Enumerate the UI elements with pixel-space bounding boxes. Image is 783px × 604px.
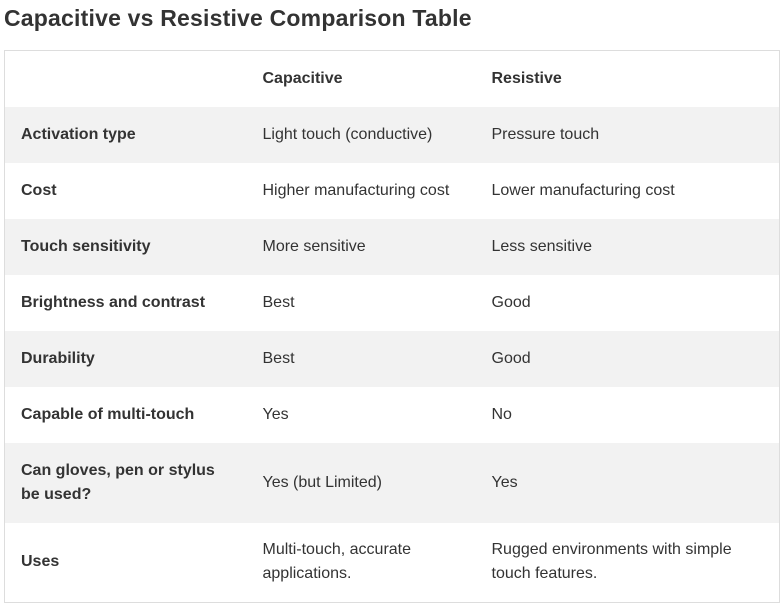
table-row: Durability Best Good <box>4 330 780 387</box>
row-label: Touch sensitivity <box>21 237 151 255</box>
table-cell: Lower manufacturing cost <box>491 181 675 199</box>
table-row: Cost Higher manufacturing cost Lower manuf… <box>5 163 780 219</box>
table-row: Activation type Light touch (conductive) P… <box>4 106 780 163</box>
row-label: Uses <box>21 553 60 571</box>
table-cell: Best <box>262 293 295 311</box>
table-cell: Light touch (conductive) <box>262 125 433 143</box>
row-label: Activation type <box>21 125 136 143</box>
row-label: Cost <box>21 181 57 199</box>
table-cell: Less sensitive <box>491 237 593 255</box>
row-label: Durability <box>21 349 95 367</box>
table-row: Capable of multi-touch Yes No <box>5 387 780 443</box>
table-cell: Yes (but Limited) <box>262 473 382 491</box>
table-cell: No <box>491 405 512 423</box>
row-label: Can gloves, pen or stylus be used? <box>21 461 215 503</box>
page-title: Capacitive vs Resistive Comparison Table <box>4 5 472 31</box>
header-row: Capacitive Resistive <box>5 51 780 107</box>
table-row: Brightness and contrast Best Good <box>5 275 780 331</box>
table-cell: Yes <box>491 473 518 491</box>
header-cell: Capacitive <box>262 69 343 87</box>
table-cell: Yes <box>262 405 289 423</box>
table-cell: More sensitive <box>262 237 366 255</box>
table-cell: Higher manufacturing cost <box>262 181 450 199</box>
header-cell <box>5 51 247 107</box>
table-cell: Good <box>491 349 531 367</box>
row-label: Brightness and contrast <box>21 293 206 311</box>
comparison-table: Capacitive Resistive Activation type Light… <box>4 50 780 603</box>
table-row: Touch sensitivity More sensitive Less sens… <box>4 218 780 275</box>
header-cell: Resistive <box>491 69 562 87</box>
table-cell: Pressure touch <box>491 125 600 143</box>
table-cell: Rugged environments with simple touch fe… <box>491 541 732 583</box>
table-cell: Good <box>491 293 531 311</box>
table-cell: Multi-touch, accurate applications. <box>262 541 412 583</box>
table-cell: Best <box>262 349 295 367</box>
row-label: Capable of multi-touch <box>21 405 195 423</box>
table-row: Can gloves, pen or stylus be used? Yes (b… <box>4 442 780 523</box>
table-row: Uses Multi-touch, accurate applications. R… <box>5 523 780 603</box>
